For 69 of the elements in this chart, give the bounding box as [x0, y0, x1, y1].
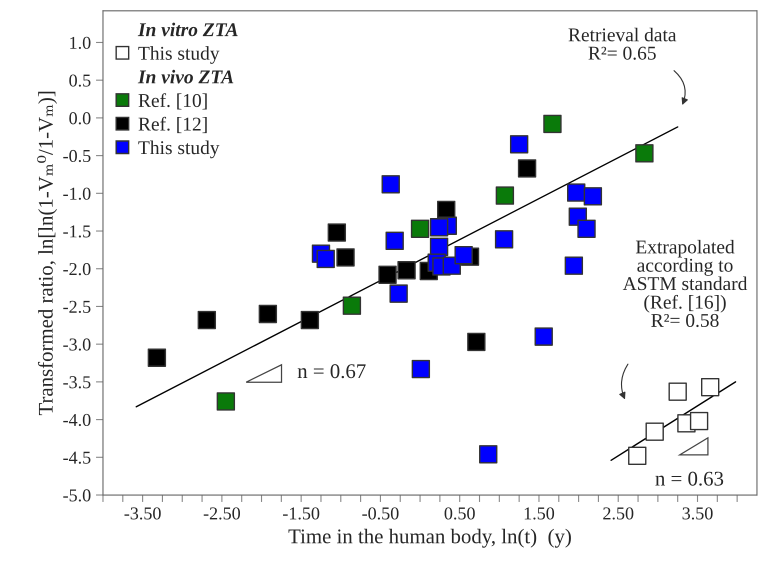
point [148, 348, 166, 367]
annotation: n = 0.67 [298, 364, 366, 378]
point [700, 378, 720, 396]
point [628, 446, 646, 465]
x-axis-title: Time in the human body, ln(t) (y) [288, 528, 571, 548]
point [382, 175, 400, 194]
point [378, 266, 397, 284]
point [385, 232, 404, 250]
legend-label: This study [138, 140, 220, 158]
x-tick-label: 1.50 [524, 507, 554, 520]
point [635, 144, 654, 163]
point [454, 246, 473, 264]
annotation: n = 0.63 [655, 472, 724, 486]
point [216, 392, 236, 411]
point [668, 382, 687, 401]
x-tick-label: 0.50 [444, 507, 475, 520]
y-tick-label: -3.0 [63, 338, 90, 351]
point [342, 296, 362, 315]
point [543, 114, 562, 134]
y-tick-label: -0.5 [63, 150, 90, 162]
x-tick-label: -2.50 [204, 507, 240, 520]
point [430, 218, 448, 236]
x-tick-label: 3.50 [682, 507, 713, 520]
y-tick-label: -1.5 [63, 225, 90, 238]
point [494, 230, 514, 249]
point [198, 310, 216, 330]
point [467, 332, 486, 352]
annotation: In vivo ZTA [138, 70, 234, 84]
y-tick-label: -2.0 [63, 263, 90, 276]
point [479, 445, 498, 464]
y-tick-label: -4.5 [63, 452, 90, 464]
point [567, 183, 586, 202]
point [328, 223, 346, 242]
point [510, 135, 528, 154]
point [316, 250, 335, 268]
y-tick-label: -1.0 [63, 188, 90, 200]
point [496, 186, 514, 205]
y-axis-title: Transformed ratio, ln[ln(1-Vₘ⁰/1-Vₘ)] [37, 92, 58, 416]
x-tick-label: 2.50 [603, 507, 634, 520]
point [518, 159, 536, 178]
annotation: Extrapolated according to ASTM standard (Ref. [16]) R²= 0.58 [622, 240, 748, 328]
annotation: In vitro ZTA [138, 22, 238, 36]
legend-label: Ref. [12] [138, 116, 207, 134]
y-tick-label: 0.0 [69, 112, 90, 124]
y-tick-label: 0.5 [69, 74, 90, 87]
legend-label: This study [138, 46, 220, 64]
point [410, 220, 430, 238]
annotation: Retrieval data R²= 0.65 [568, 28, 676, 60]
point [534, 327, 553, 346]
x-tick-label: -0.50 [362, 507, 399, 520]
legend-label: Ref. [10] [138, 93, 207, 110]
point [300, 310, 320, 330]
point [690, 412, 708, 430]
x-tick-label: -3.50 [124, 507, 161, 520]
point [336, 248, 355, 267]
point [412, 360, 430, 378]
point [584, 187, 602, 206]
point [258, 304, 278, 324]
point [646, 422, 664, 441]
point [397, 261, 416, 280]
y-tick-label: -5.0 [63, 489, 90, 502]
y-tick-label: -2.5 [63, 300, 90, 313]
point [577, 220, 596, 238]
y-tick-label: 1.0 [70, 36, 90, 49]
point [389, 284, 408, 303]
y-tick-label: -3.5 [63, 376, 90, 388]
x-tick-label: -1.50 [283, 507, 320, 520]
point [564, 256, 584, 275]
y-tick-label: -4.0 [63, 414, 90, 426]
